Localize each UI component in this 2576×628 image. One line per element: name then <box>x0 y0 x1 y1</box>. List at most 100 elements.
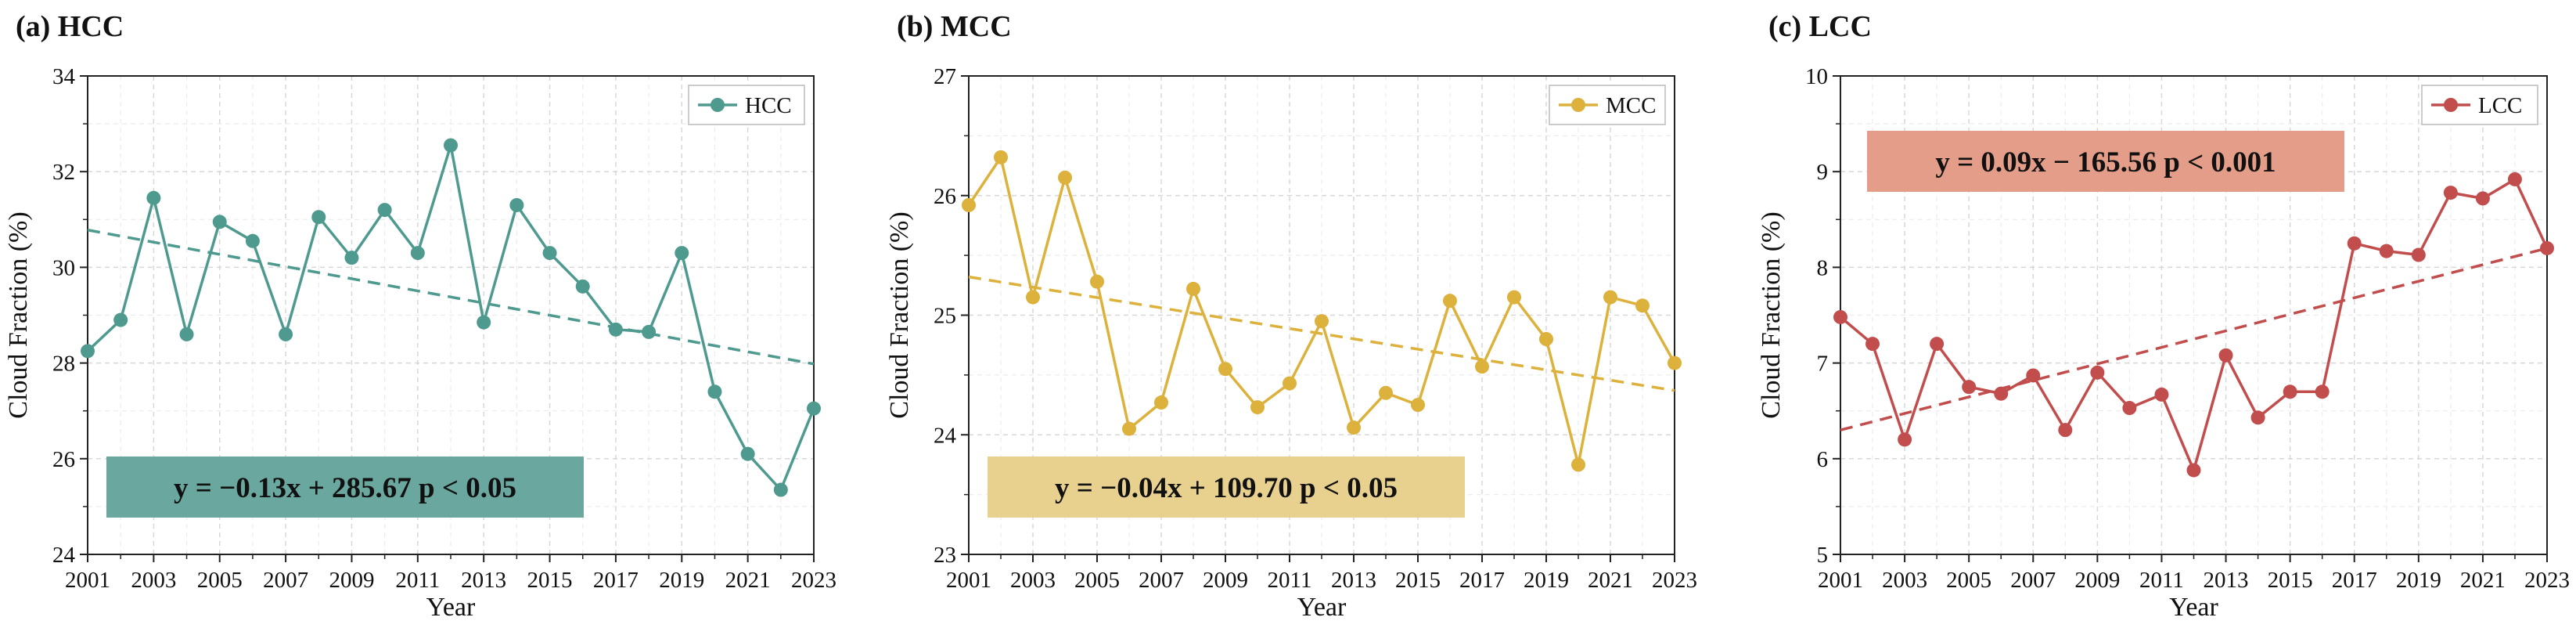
data-point <box>81 344 95 359</box>
data-point <box>2411 247 2426 262</box>
x-tick-label: 2015 <box>2268 568 2313 593</box>
data-point <box>344 251 359 265</box>
data-point <box>2250 410 2265 425</box>
legend-label: HCC <box>745 93 792 118</box>
data-point <box>675 246 689 261</box>
legend-label: LCC <box>2478 93 2522 118</box>
y-tick-label: 7 <box>1817 352 1829 377</box>
data-point <box>2507 171 2522 186</box>
data-point <box>1186 281 1200 296</box>
data-point <box>1962 380 1977 395</box>
data-point <box>2475 191 2490 206</box>
x-axis: 2001 2003 2005 2007 2009 2011 2013 2015 2017 2019… <box>65 554 836 593</box>
data-point <box>410 246 425 261</box>
annotation-box <box>988 457 1465 518</box>
x-tick-label: 2009 <box>1203 568 1248 593</box>
x-axis-label: Year <box>1297 593 1347 622</box>
annotation-text: y = −0.04x + 109.70 p < 0.05 <box>1055 472 1398 504</box>
data-point <box>773 482 788 497</box>
data-point <box>1539 332 1553 347</box>
x-tick-label: 2011 <box>395 568 440 593</box>
x-tick-label: 2013 <box>461 568 506 593</box>
x-tick-label: 2005 <box>1074 568 1120 593</box>
x-tick-label: 2017 <box>1459 568 1505 593</box>
data-point <box>1475 359 1489 374</box>
data-point <box>179 327 194 341</box>
legend-marker <box>711 98 725 112</box>
data-point <box>2058 423 2073 438</box>
regression-annotation: y = 0.09x − 165.56 p < 0.001 <box>1867 131 2344 192</box>
data-point <box>2315 384 2330 399</box>
y-tick-label: 34 <box>52 64 76 89</box>
data-point <box>707 384 722 399</box>
data-point <box>1833 309 1847 324</box>
x-tick-label: 2011 <box>1268 568 1312 593</box>
data-point <box>2090 365 2105 380</box>
y-tick-label: 26 <box>52 447 75 472</box>
x-tick-label: 2023 <box>791 568 836 593</box>
data-point <box>279 327 293 341</box>
x-tick-label: 2009 <box>2074 568 2120 593</box>
x-tick-label: 2001 <box>65 568 110 593</box>
data-point <box>1443 294 1457 309</box>
legend-label: MCC <box>1606 93 1656 118</box>
x-tick-label: 2013 <box>2204 568 2249 593</box>
annotation-text: y = 0.09x − 165.56 p < 0.001 <box>1935 146 2276 179</box>
x-tick-label: 2003 <box>1882 568 1927 593</box>
data-point <box>1571 457 1585 472</box>
data-point <box>2218 348 2233 363</box>
y-tick-label: 32 <box>52 160 75 185</box>
x-tick-label: 2021 <box>725 568 771 593</box>
data-point <box>1026 290 1040 305</box>
legend: LCC <box>2421 85 2538 125</box>
x-tick-label: 2013 <box>1331 568 1376 593</box>
data-point <box>509 197 524 212</box>
x-tick-label: 2005 <box>1946 568 1991 593</box>
y-axis-label: Cloud Fraction (%) <box>4 211 33 418</box>
data-point <box>1283 376 1297 391</box>
data-point <box>1603 290 1617 305</box>
data-point <box>1218 362 1232 377</box>
data-point <box>444 138 458 153</box>
regression-annotation: y = −0.04x + 109.70 p < 0.05 <box>988 457 1465 518</box>
x-axis-label: Year <box>426 593 476 622</box>
data-point <box>2379 244 2394 258</box>
legend: HCC <box>688 85 805 125</box>
data-point <box>1379 385 1393 400</box>
data-point <box>962 197 976 212</box>
data-point <box>642 324 657 339</box>
y-tick-label: 24 <box>52 543 76 568</box>
x-tick-label: 2009 <box>329 568 374 593</box>
data-point <box>1090 274 1104 289</box>
y-tick-label: 30 <box>52 255 75 280</box>
y-axis: 24 26 28 30 32 34 <box>52 64 88 568</box>
y-tick-label: 23 <box>934 543 956 568</box>
y-tick-label: 9 <box>1817 160 1829 185</box>
data-point <box>608 322 623 337</box>
x-tick-label: 2019 <box>2396 568 2441 593</box>
data-point <box>1865 337 1880 352</box>
annotation-text: y = −0.13x + 285.67 p < 0.05 <box>174 472 516 504</box>
x-tick-label: 2003 <box>1010 568 1056 593</box>
y-tick-label: 8 <box>1817 255 1829 280</box>
x-tick-label: 2015 <box>527 568 573 593</box>
x-tick-label: 2021 <box>1588 568 1633 593</box>
data-point <box>1154 395 1168 410</box>
x-tick-label: 2015 <box>1395 568 1441 593</box>
data-point <box>377 203 392 218</box>
data-point <box>2026 368 2041 383</box>
y-tick-label: 10 <box>1805 64 1828 89</box>
y-tick-label: 24 <box>934 423 957 448</box>
panel-title: (c) LCC <box>1768 10 1872 43</box>
panel-title: (a) HCC <box>16 10 124 43</box>
data-point <box>994 150 1008 164</box>
data-point <box>1250 400 1265 415</box>
x-tick-label: 2001 <box>1818 568 1863 593</box>
x-tick-label: 2011 <box>2139 568 2184 593</box>
data-points <box>962 150 1682 472</box>
data-point <box>146 190 161 205</box>
